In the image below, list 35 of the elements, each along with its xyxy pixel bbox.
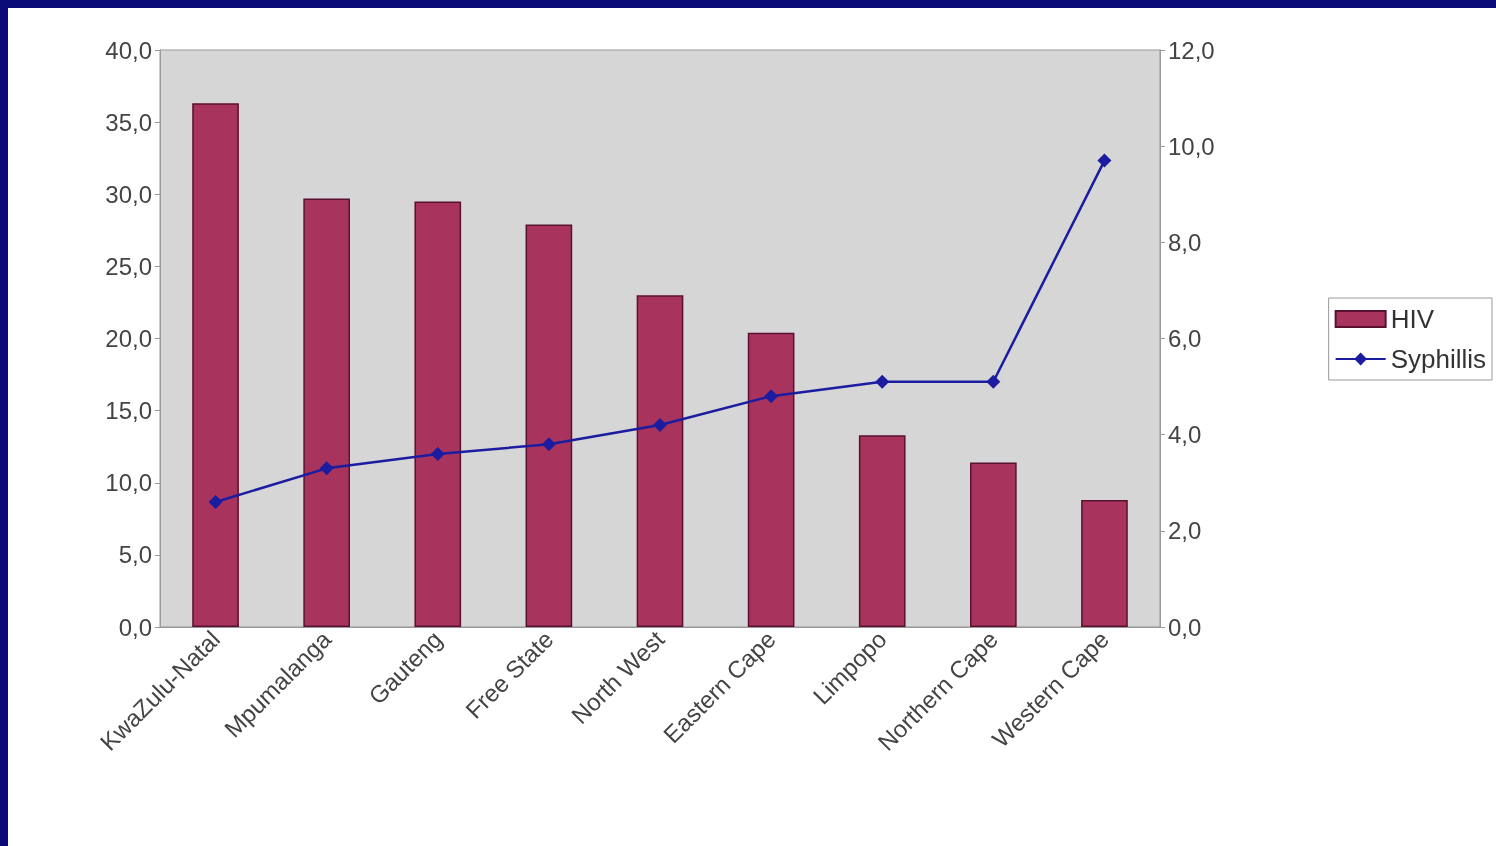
point <box>764 389 779 404</box>
y-tick-label: 40,0 <box>105 36 152 64</box>
point <box>430 446 445 461</box>
point <box>986 374 1001 389</box>
y-tick-label: 5,0 <box>118 541 152 569</box>
bar <box>192 103 239 627</box>
bar <box>414 201 462 627</box>
point <box>653 418 667 433</box>
y2-tick-label: 0,0 <box>1168 613 1202 641</box>
y-tick-label: 20,0 <box>105 325 152 352</box>
bar <box>747 332 795 627</box>
y2-tick-label: 2,0 <box>1168 517 1202 545</box>
y2-tick-label: 4,0 <box>1168 421 1202 449</box>
point <box>875 374 890 389</box>
legend-label: HIV <box>1390 304 1435 334</box>
bar <box>636 295 684 627</box>
point <box>541 437 556 452</box>
bar <box>858 435 906 627</box>
bar <box>525 224 573 627</box>
y-tick-label: 35,0 <box>105 108 152 136</box>
point <box>1097 153 1112 168</box>
point <box>208 494 223 509</box>
y2-tick-label: 10,0 <box>1168 132 1215 160</box>
point <box>319 461 334 476</box>
y-tick-label: 15,0 <box>105 397 152 425</box>
bar <box>970 462 1017 627</box>
y2-tick-label: 12,0 <box>1168 36 1215 64</box>
bar <box>303 198 350 627</box>
y2-tick-label: 6,0 <box>1168 325 1202 352</box>
y-tick-label: 30,0 <box>105 180 152 208</box>
y2-tick-label: 8,0 <box>1168 228 1202 256</box>
bar <box>1081 500 1128 627</box>
y-tick-label: 10,0 <box>105 469 152 497</box>
legend-label: Syphillis <box>1390 344 1487 374</box>
y-tick-label: 25,0 <box>105 252 152 280</box>
